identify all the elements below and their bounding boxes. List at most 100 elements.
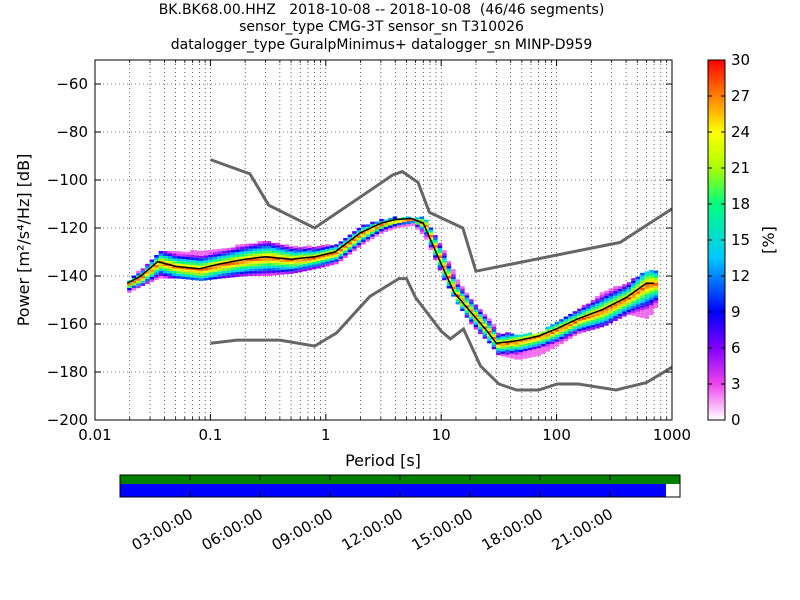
pdf-cell	[172, 273, 177, 276]
pdf-cell	[181, 261, 186, 265]
pdf-cell	[370, 229, 375, 232]
pdf-cell	[343, 237, 348, 241]
pdf-cell	[365, 236, 371, 240]
pdf-cell	[217, 268, 222, 272]
pdf-cell	[230, 272, 236, 275]
pdf-cell	[649, 272, 654, 275]
pdf-cell	[266, 243, 272, 246]
pdf-cell	[622, 308, 627, 312]
pdf-cell	[248, 246, 254, 249]
pdf-cell	[455, 289, 461, 292]
pdf-cell	[280, 269, 285, 273]
pdf-cell	[280, 267, 285, 270]
pdf-cell	[203, 272, 209, 276]
pdf-cell	[613, 313, 618, 317]
pdf-cell	[235, 244, 240, 248]
pdf-cell	[523, 333, 528, 337]
pdf-cell	[541, 338, 546, 342]
pdf-cell	[631, 313, 636, 316]
pdf-cell	[631, 310, 636, 314]
pdf-cell	[541, 333, 546, 337]
pdf-cell	[298, 259, 303, 263]
pdf-cell	[284, 259, 290, 262]
pdf-cell	[221, 248, 227, 251]
pdf-cell	[613, 311, 618, 314]
noise-model-high-line	[209, 158, 672, 273]
pdf-cell	[590, 317, 596, 320]
pdf-cell	[599, 307, 605, 310]
pdf-cell	[194, 272, 200, 276]
pdf-cell	[572, 333, 578, 337]
pdf-cell	[644, 288, 650, 292]
pdf-cell	[271, 248, 276, 251]
pdf-cell	[374, 226, 380, 230]
pdf-cell	[455, 296, 461, 300]
pdf-cell	[626, 299, 632, 303]
pdf-cell	[590, 322, 596, 325]
pdf-cell	[370, 231, 375, 235]
pdf-cell	[199, 268, 204, 271]
pdf-cell	[500, 351, 506, 354]
pdf-cell	[550, 341, 555, 345]
pdf-cell	[617, 288, 623, 292]
pdf-cell	[212, 254, 218, 257]
pdf-cell	[284, 251, 290, 255]
pdf-cell	[262, 271, 267, 274]
pdf-cell	[626, 282, 632, 285]
pdf-cell	[190, 249, 195, 253]
pdf-cell	[329, 260, 335, 263]
pdf-cell	[239, 256, 245, 260]
pdf-cell	[428, 232, 434, 235]
pdf-cell	[284, 264, 290, 267]
pdf-cell	[604, 313, 609, 316]
pdf-cell	[581, 327, 587, 330]
pdf-cell	[221, 265, 227, 269]
pdf-cell	[464, 300, 470, 303]
pdf-cell	[199, 275, 204, 279]
pdf-cell	[302, 261, 308, 264]
pdf-cell	[221, 250, 227, 254]
pdf-cell	[158, 266, 164, 269]
pdf-cell	[325, 256, 330, 259]
pdf-cell	[316, 248, 321, 252]
pdf-cell	[244, 258, 249, 262]
pdf-cell	[374, 234, 380, 237]
pdf-cell	[127, 287, 132, 291]
pdf-cell	[473, 312, 479, 315]
pdf-cell	[586, 323, 591, 327]
pdf-cell	[631, 305, 636, 309]
pdf-cell	[307, 262, 312, 266]
pdf-cell	[185, 252, 191, 255]
pdf-cell	[244, 261, 249, 264]
pdf-cell	[190, 262, 195, 265]
pdf-cell	[379, 226, 384, 229]
pdf-cell	[559, 326, 564, 330]
pdf-cell	[176, 258, 182, 262]
pdf-cell	[559, 334, 564, 337]
pdf-cell	[482, 328, 488, 332]
pdf-cell	[541, 341, 546, 344]
pdf-cell	[613, 306, 618, 309]
pdf-cell	[559, 336, 564, 340]
pdf-cell	[554, 336, 560, 340]
pdf-cell	[469, 309, 474, 312]
pdf-cell	[532, 336, 537, 340]
pdf-cell	[154, 260, 159, 263]
pdf-cell	[640, 312, 645, 316]
pdf-cell	[212, 271, 218, 275]
pdf-cell	[271, 263, 276, 266]
pdf-cell	[469, 304, 474, 307]
pdf-cell	[482, 336, 488, 339]
pdf-cell	[613, 318, 618, 322]
pdf-cell	[626, 302, 632, 305]
pdf-cell	[370, 236, 375, 240]
pdf-cell	[500, 336, 506, 339]
pdf-cell	[527, 345, 533, 348]
pdf-cell	[491, 326, 497, 330]
pdf-cell	[599, 297, 605, 300]
pdf-cell	[518, 337, 524, 340]
pdf-cell	[383, 219, 389, 222]
pdf-cell	[586, 311, 591, 314]
pdf-cell	[388, 225, 393, 228]
pdf-cell	[248, 258, 254, 262]
